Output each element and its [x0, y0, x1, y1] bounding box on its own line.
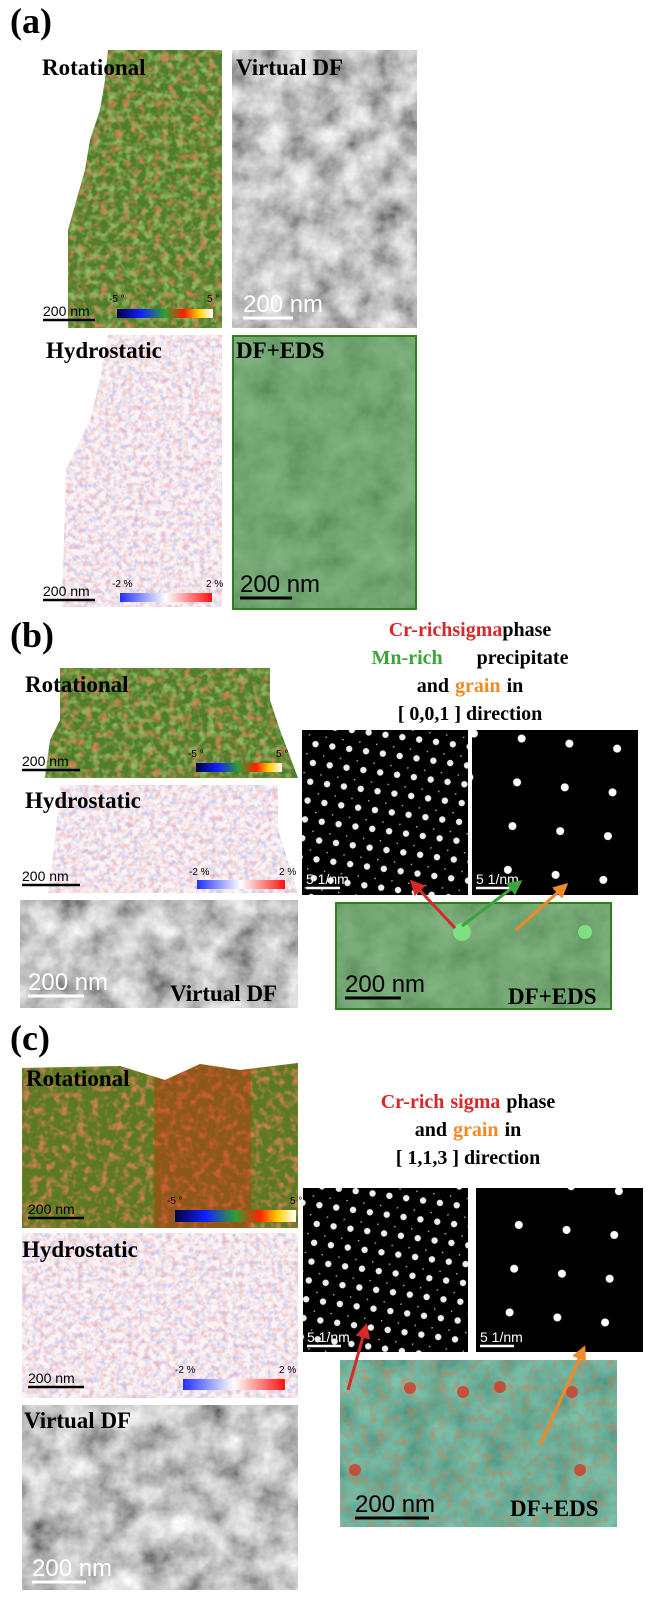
caption-word: in	[507, 675, 524, 697]
scale-bar-label: 5 1/nm	[476, 871, 519, 887]
caption-word: grain	[453, 1119, 499, 1141]
scale-bar-label: 200 nm	[28, 969, 108, 996]
panel-label: (c)	[10, 1018, 50, 1058]
precipitate	[494, 1381, 506, 1393]
colorbar-max: 2 %	[279, 867, 296, 878]
precipitate	[566, 1386, 578, 1398]
image-title: Virtual DF	[236, 55, 343, 80]
caption-word: and	[415, 1119, 447, 1141]
colorbar-min: -5 °	[167, 1196, 183, 1207]
spots	[303, 1188, 468, 1352]
scale-bar-label: 200 nm	[355, 1491, 435, 1518]
colorbar-min: -2 %	[112, 579, 133, 590]
micrograph-diffs	[476, 1188, 643, 1352]
tint	[232, 335, 417, 610]
figure: (a) Rotational -5 ° 5 ° 200 nm Virtual DF 200 …	[0, 0, 667, 1610]
panel-label: (b)	[10, 615, 54, 655]
caption-word: [ 0,0,1 ] direction	[398, 703, 543, 725]
caption-word: Mn-rich	[372, 647, 443, 669]
noise	[40, 335, 222, 607]
caption-line: [ 1,1,3 ] direction	[396, 1147, 541, 1169]
scale-bar-label: 200 nm	[243, 291, 323, 318]
colorbar-min: -2 %	[175, 1365, 196, 1376]
scale-bar-label: 5 1/nm	[306, 871, 349, 887]
image-title: Rotational	[26, 1066, 130, 1091]
image-title: Rotational	[42, 55, 146, 80]
colorbar-max: 2 %	[206, 579, 223, 590]
colorbar-min: -2 %	[189, 867, 210, 878]
scale-bar-label: 200 nm	[28, 1370, 75, 1386]
micrograph-eds	[232, 335, 417, 610]
caption-word: sigma	[452, 619, 502, 641]
image-title: Virtual DF	[170, 981, 277, 1006]
precipitate	[574, 1464, 586, 1476]
caption-word: [ 1,1,3 ] direction	[396, 1147, 541, 1169]
caption-line: Cr-richsigmaphase	[389, 619, 552, 641]
image-title: Virtual DF	[24, 1408, 131, 1433]
precipitate	[457, 1386, 469, 1398]
scale-bar-label: 200 nm	[32, 1555, 112, 1582]
caption-word: grain	[455, 675, 501, 697]
panel-label: (a)	[10, 1, 52, 41]
noise	[232, 50, 417, 328]
scale-bar-label: 200 nm	[43, 303, 90, 319]
caption-line: [ 0,0,1 ] direction	[398, 703, 543, 725]
image-title: Hydrostatic	[22, 1237, 138, 1262]
caption-word: Cr-rich	[389, 619, 453, 641]
caption-word: in	[505, 1119, 522, 1141]
image-title: DF+EDS	[510, 1496, 599, 1521]
colorbar-max: 5 °	[207, 294, 219, 305]
colorbar-min: -5 °	[188, 749, 204, 760]
scale-bar-label: 200 nm	[28, 1201, 75, 1217]
image-title: Rotational	[25, 672, 129, 697]
colorbar	[183, 1379, 285, 1390]
caption-word: precipitate	[477, 647, 569, 669]
precipitate	[404, 1382, 416, 1394]
caption-word: and	[417, 675, 449, 697]
micrograph-gray	[232, 50, 417, 328]
colorbar-max: 5 °	[290, 1196, 302, 1207]
scale-bar-label: 200 nm	[22, 868, 69, 884]
scale-bar-label: 200 nm	[43, 583, 90, 599]
scale-bar-label: 5 1/nm	[307, 1329, 350, 1345]
micrograph-diff	[303, 1188, 468, 1352]
caption-word: phase	[506, 1091, 555, 1113]
colorbar	[120, 593, 212, 602]
caption-word: sigma	[450, 1091, 500, 1113]
colorbar	[175, 1210, 296, 1222]
noise	[40, 50, 222, 328]
colorbar	[196, 763, 282, 772]
caption-line: Mn-rich precipitate	[372, 647, 569, 669]
scale-bar-label: 200 nm	[345, 971, 425, 998]
colorbar-max: 2 %	[279, 1365, 296, 1376]
colorbar-min: -5 °	[109, 294, 125, 305]
caption-word: phase	[502, 619, 551, 641]
colorbar	[117, 309, 213, 318]
caption-word: Cr-rich	[381, 1091, 445, 1113]
micrograph-hyd	[40, 335, 222, 607]
colorbar	[197, 880, 285, 889]
image-title: Hydrostatic	[25, 788, 141, 813]
precipitate	[578, 925, 592, 939]
scale-bar-label: 5 1/nm	[480, 1329, 523, 1345]
precipitate	[349, 1464, 361, 1476]
scale-bar-label: 200 nm	[240, 571, 320, 598]
image-title: Hydrostatic	[46, 338, 162, 363]
colorbar-max: 5 °	[276, 749, 288, 760]
image-title: DF+EDS	[508, 984, 597, 1009]
image-title: DF+EDS	[236, 338, 325, 363]
spots	[476, 1188, 643, 1352]
scale-bar-label: 200 nm	[22, 753, 69, 769]
micrograph-rot	[40, 50, 222, 328]
